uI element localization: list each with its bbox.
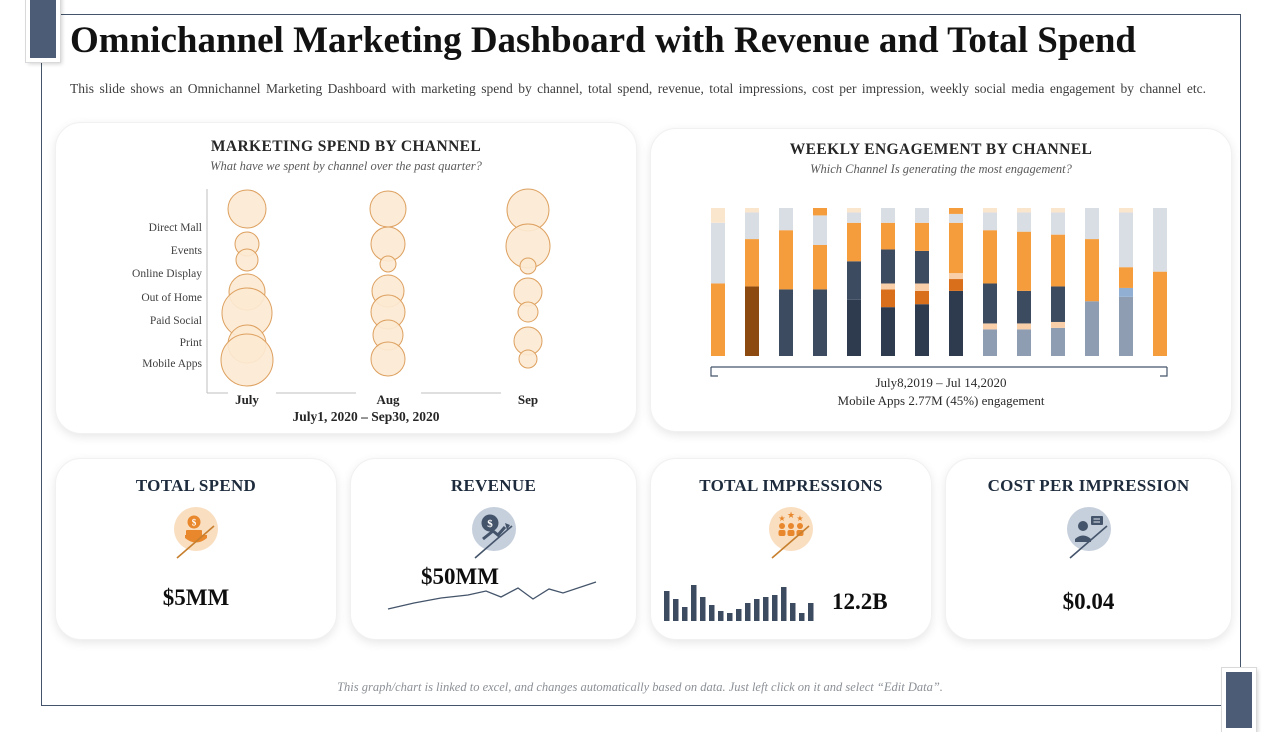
kpi-value-cost-per-impression: $0.04 (1062, 589, 1115, 614)
engagement-chart-title: WEEKLY ENGAGEMENT BY CHANNEL (789, 141, 1093, 158)
svg-text:Paid Social: Paid Social (150, 315, 202, 327)
corner-accent-top-left (25, 0, 61, 63)
kpi-label-revenue: REVENUE (450, 476, 537, 495)
frame-left-line (41, 60, 42, 705)
svg-text:July: July (235, 392, 259, 407)
engagement-chart-subtitle: Which Channel Is generating the most eng… (810, 162, 1072, 176)
footer-note: This graph/chart is linked to excel, and… (337, 680, 943, 694)
kpi-label-total-impressions: TOTAL IMPRESSIONS (699, 476, 883, 495)
engagement-caption-annotation: Mobile Apps 2.77M (45%) engagement (837, 393, 1045, 408)
kpi-value-revenue: $50MM (421, 564, 499, 589)
weekly-engagement-stacked-bar-chart[interactable] (651, 199, 1231, 384)
dollar-growth-icon: $ (471, 507, 516, 559)
engagement-caption-range: July8,2019 – Jul 14,2020 (875, 375, 1007, 390)
frame-bottom-line (41, 705, 1226, 706)
svg-text:Direct Mall: Direct Mall (149, 222, 202, 234)
page-title: Omnichannel Marketing Dashboard with Rev… (70, 20, 1137, 61)
svg-text:★: ★ (787, 511, 795, 521)
svg-text:$: $ (487, 518, 493, 530)
svg-text:July1, 2020 – Sep30, 2020: July1, 2020 – Sep30, 2020 (292, 409, 439, 424)
weekly-engagement-panel: WEEKLY ENGAGEMENT BY CHANNEL Which Chann… (650, 128, 1232, 432)
svg-text:Online Display: Online Display (132, 268, 202, 280)
svg-text:Aug: Aug (376, 392, 400, 407)
svg-text:Print: Print (180, 337, 203, 349)
corner-accent-bottom-right (1221, 667, 1257, 732)
svg-text:★: ★ (778, 514, 785, 523)
spend-chart-title: MARKETING SPEND BY CHANNEL (210, 138, 482, 155)
person-card-icon (1066, 507, 1111, 559)
frame-top-line (57, 14, 1241, 15)
page-description: This slide shows an Omnichannel Marketin… (70, 81, 1206, 96)
audience-icon: ★ ★ ★ (769, 507, 813, 559)
svg-text:$: $ (192, 518, 197, 528)
revenue-sparkline[interactable] (386, 577, 601, 617)
kpi-card-cost-per-impression: COST PER IMPRESSION $0.04 (945, 458, 1232, 640)
kpi-value-total-spend: $5MM (162, 585, 230, 610)
svg-text:Mobile Apps: Mobile Apps (142, 358, 202, 370)
kpi-card-total-spend: TOTAL SPEND $ $5MM (55, 458, 337, 640)
kpi-label-total-spend: TOTAL SPEND (135, 476, 257, 495)
kpi-card-revenue: REVENUE $ $50MM (350, 458, 637, 640)
svg-text:Sep: Sep (518, 392, 538, 407)
frame-right-line (1240, 14, 1241, 672)
spend-chart-subtitle: What have we spent by channel over the p… (210, 159, 482, 173)
svg-text:Out of Home: Out of Home (141, 292, 202, 304)
svg-text:★: ★ (796, 514, 803, 523)
svg-text:Events: Events (171, 245, 203, 257)
kpi-card-total-impressions: TOTAL IMPRESSIONS ★ ★ ★ 12.2B (650, 458, 932, 640)
marketing-spend-bubble-chart[interactable]: Direct Mall Events Online Display Out of Ho… (56, 183, 636, 433)
kpi-label-cost-per-impression: COST PER IMPRESSION (987, 476, 1190, 495)
marketing-spend-panel: MARKETING SPEND BY CHANNEL What have we … (55, 122, 637, 434)
impressions-minibar-chart[interactable] (663, 581, 823, 623)
kpi-value-total-impressions: 12.2B (832, 589, 888, 614)
money-hand-icon: $ (174, 507, 218, 559)
